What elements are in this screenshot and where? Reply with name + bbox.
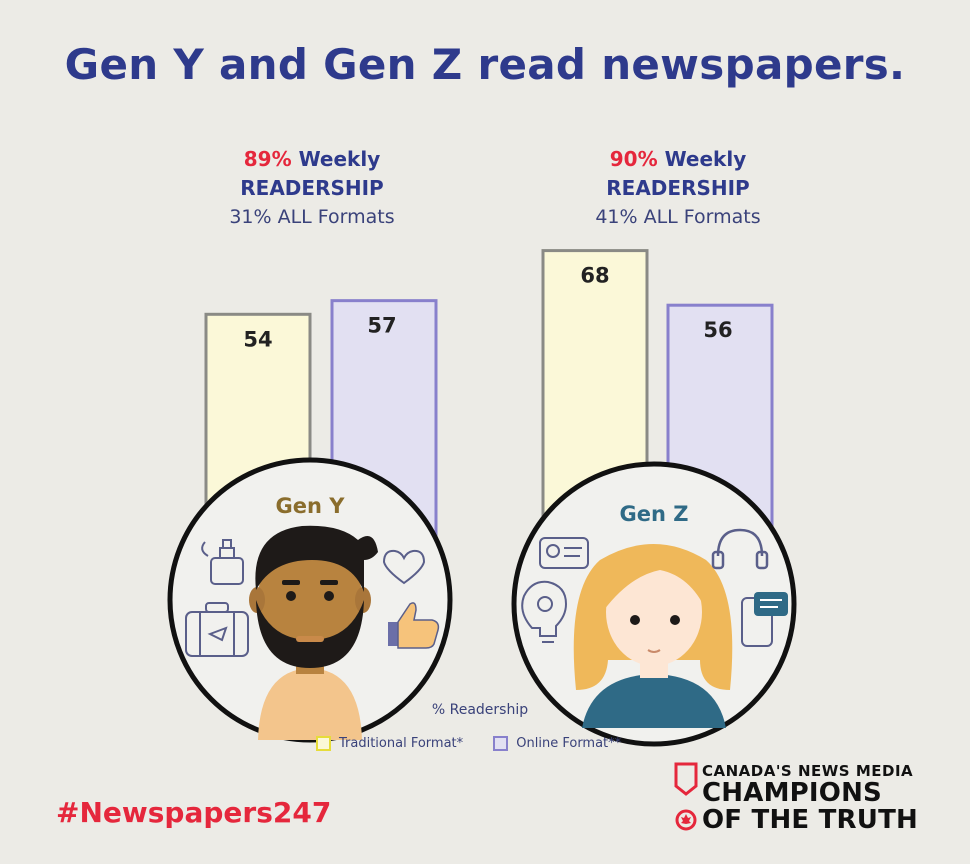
gen-z-header: 90% Weekly READERSHIP 41% ALL Formats xyxy=(528,145,828,232)
suitcase-icon xyxy=(185,602,249,657)
id-card-icon xyxy=(539,537,589,569)
x-axis-label: % Readership xyxy=(431,702,529,718)
legend-label-online: Online Format** xyxy=(516,736,622,751)
thumbs-up-icon xyxy=(388,602,440,649)
brand-line-1: CANADA'S NEWS MEDIA xyxy=(702,762,914,780)
gen-y-weekly-text: Weekly xyxy=(298,147,381,171)
brand-logo: CANADA'S NEWS MEDIA CHAMPIONS OF THE TRU… xyxy=(674,762,918,834)
headphones-icon xyxy=(711,528,769,570)
bar-value-gen-y-online: 57 xyxy=(367,314,396,338)
gen-y-illustration: Gen Y xyxy=(167,457,453,743)
gen-y-avatar xyxy=(249,525,378,740)
page-title: Gen Y and Gen Z read newspapers. xyxy=(64,40,906,89)
legend: Traditional Format* Online Format** xyxy=(316,736,647,755)
phone-chat-icon xyxy=(741,592,788,647)
gen-z-readership: READERSHIP xyxy=(606,176,750,200)
gen-z-weekly-text: Weekly xyxy=(664,147,747,171)
bar-value-gen-z-traditional: 68 xyxy=(580,264,609,288)
gen-z-all-formats: 41% ALL Formats xyxy=(595,206,761,228)
gen-y-weekly-pct: 89% xyxy=(243,147,292,171)
gen-y-readership: READERSHIP xyxy=(240,176,384,200)
gen-z-weekly-pct: 90% xyxy=(609,147,658,171)
legend-item-traditional: Traditional Format* xyxy=(316,736,463,751)
gen-z-illustration: Gen Z xyxy=(511,461,797,747)
brand-line-3: OF THE TRUTH xyxy=(702,805,918,835)
legend-label-traditional: Traditional Format* xyxy=(339,736,464,751)
bar-value-gen-z-online: 56 xyxy=(703,318,732,342)
bar-value-gen-y-traditional: 54 xyxy=(243,327,272,351)
gen-z-avatar xyxy=(573,544,733,728)
perfume-icon xyxy=(201,539,244,585)
legend-swatch-traditional xyxy=(316,736,331,751)
legend-swatch-online xyxy=(493,736,509,751)
gen-z-label: Gen Z xyxy=(620,502,689,526)
maple-leaf-icon xyxy=(674,762,698,831)
hashtag: #Newspapers247 xyxy=(56,796,332,829)
brand-line-2: CHAMPIONS xyxy=(702,778,882,808)
lightbulb-gear-icon xyxy=(521,580,568,643)
gen-y-label: Gen Y xyxy=(276,494,346,518)
legend-item-online: Online Format** xyxy=(493,736,621,751)
gen-y-all-formats: 31% ALL Formats xyxy=(229,206,395,228)
heart-icon xyxy=(382,549,426,585)
gen-y-header: 89% Weekly READERSHIP 31% ALL Formats xyxy=(162,145,462,232)
